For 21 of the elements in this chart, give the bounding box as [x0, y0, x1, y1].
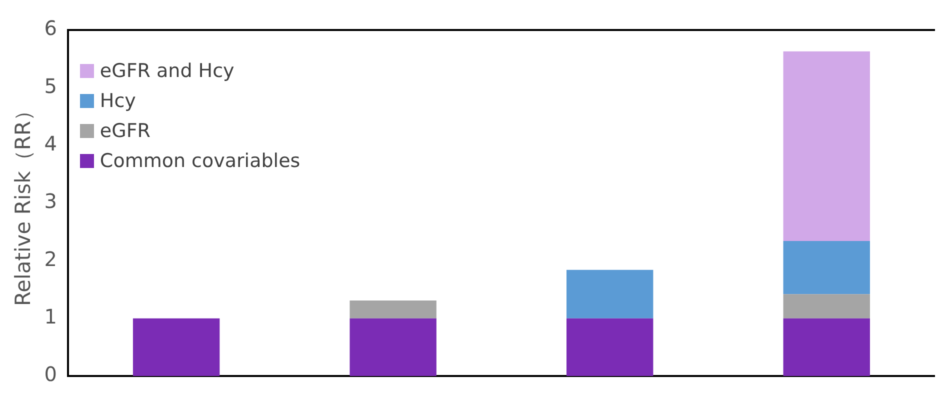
- y-tick-label: 6: [44, 16, 57, 40]
- legend-label: Common covariables: [100, 150, 300, 172]
- bar: [350, 318, 436, 376]
- bar: [783, 241, 870, 294]
- legend-label: eGFR: [100, 120, 150, 142]
- bar: [350, 300, 436, 318]
- legend-label: Hcy: [100, 90, 136, 112]
- y-tick-label: 1: [44, 304, 57, 329]
- y-axis-title: Relative Risk（RR）: [11, 100, 36, 306]
- bar: [783, 294, 870, 318]
- y-tick-label: 2: [44, 246, 57, 271]
- bar: [783, 318, 870, 376]
- y-tick-label: 0: [44, 362, 57, 386]
- bar: [566, 270, 654, 318]
- y-tick-label: 3: [44, 189, 57, 214]
- bar: [132, 318, 220, 376]
- y-tick-label: 4: [44, 132, 57, 156]
- y-tick-label: 5: [44, 74, 57, 98]
- legend-label: eGFR and Hcy: [100, 60, 234, 82]
- bar: [566, 318, 654, 376]
- bar: [783, 51, 870, 242]
